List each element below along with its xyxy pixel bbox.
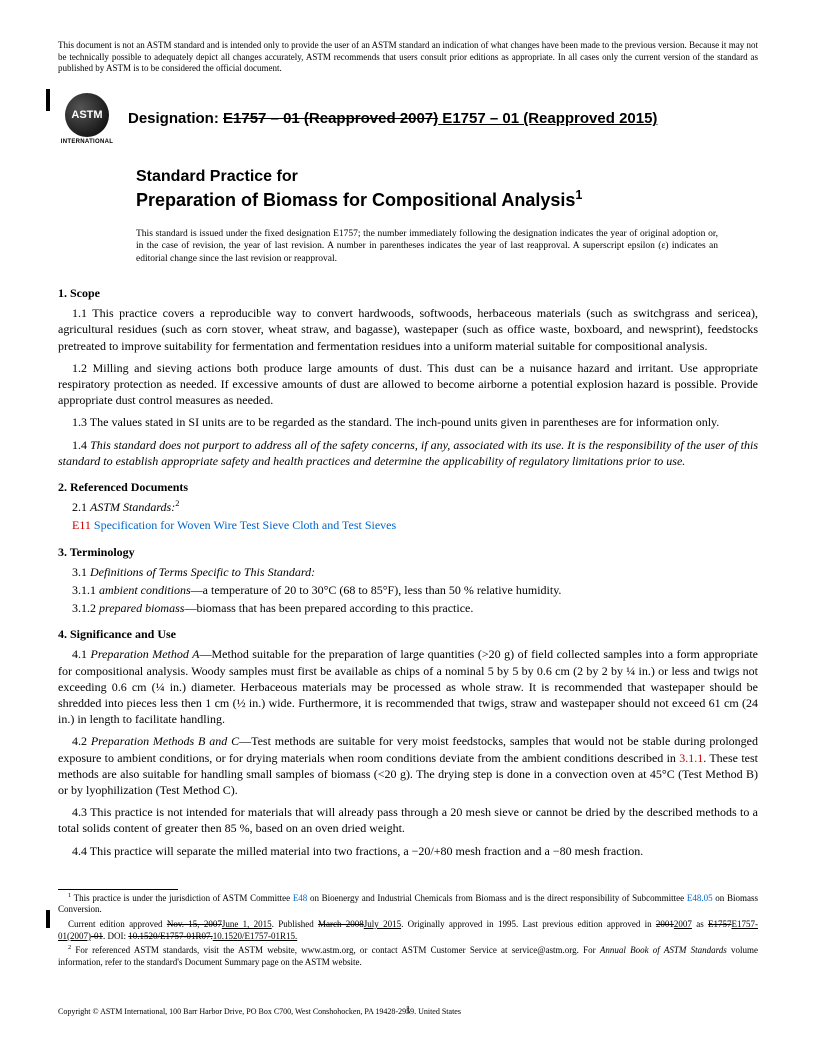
- para-4-4: 4.4 This practice will separate the mill…: [58, 843, 758, 859]
- designation-old: E1757 – 01 (Reapproved 2007): [223, 110, 438, 127]
- title-line2: Preparation of Biomass for Compositional…: [136, 188, 758, 212]
- section-3-head: 3. Terminology: [58, 544, 758, 560]
- designation-line: Designation: E1757 – 01 (Reapproved 2007…: [128, 109, 657, 129]
- para-1-3: 1.3 The values stated in SI units are to…: [58, 414, 758, 430]
- change-bar-1: [46, 89, 50, 111]
- title-superscript: 1: [575, 188, 582, 202]
- footnote-1b: Current edition approved Nov. 15, 2007Ju…: [58, 919, 758, 942]
- title-line1: Standard Practice for: [136, 166, 758, 188]
- section-1-head: 1. Scope: [58, 285, 758, 301]
- logo-subtext: INTERNATIONAL: [61, 138, 113, 146]
- logo-icon: ASTM: [65, 93, 109, 137]
- fn-link-e48[interactable]: E48: [293, 893, 308, 903]
- footnote-1: 1 This practice is under the jurisdictio…: [58, 893, 758, 916]
- para-3-1-1: 3.1.1 ambient conditions—a temperature o…: [58, 582, 758, 598]
- para-4-3: 4.3 This practice is not intended for ma…: [58, 804, 758, 836]
- page-number: 1: [0, 1003, 816, 1018]
- fn-link-e4805[interactable]: E48.05: [687, 893, 713, 903]
- ref-text[interactable]: Specification for Woven Wire Test Sieve …: [91, 518, 396, 532]
- header-row: ASTM INTERNATIONAL Designation: E1757 – …: [58, 93, 758, 146]
- section-4-head: 4. Significance and Use: [58, 626, 758, 642]
- para-2-1: 2.1 ASTM Standards:2: [58, 499, 758, 515]
- section-2-head: 2. Referenced Documents: [58, 479, 758, 495]
- top-disclaimer: This document is not an ASTM standard an…: [58, 40, 758, 75]
- para-3-1: 3.1 Definitions of Terms Specific to Thi…: [58, 564, 758, 580]
- ref-3-1-1[interactable]: 3.1.1: [679, 751, 703, 765]
- issued-note: This standard is issued under the fixed …: [136, 228, 718, 265]
- astm-logo: ASTM INTERNATIONAL: [58, 93, 116, 146]
- para-1-2: 1.2 Milling and sieving actions both pro…: [58, 360, 758, 409]
- ref-link-e11[interactable]: E11: [72, 518, 91, 532]
- footnote-rule: [58, 889, 178, 890]
- designation-label: Designation:: [128, 110, 223, 127]
- para-2-ref: E11 Specification for Woven Wire Test Si…: [58, 517, 758, 533]
- title-block: Standard Practice for Preparation of Bio…: [136, 166, 758, 212]
- para-3-1-2: 3.1.2 prepared biomass—biomass that has …: [58, 600, 758, 616]
- footnote-2: 2 For referenced ASTM standards, visit t…: [58, 945, 758, 968]
- para-4-2: 4.2 Preparation Methods B and C—Test met…: [58, 733, 758, 798]
- para-1-4: 1.4 This standard does not purport to ad…: [58, 437, 758, 469]
- para-4-1: 4.1 Preparation Method A—Method suitable…: [58, 646, 758, 727]
- change-bar-2: [46, 910, 50, 928]
- designation-new: E1757 – 01 (Reapproved 2015): [438, 110, 657, 127]
- para-1-1: 1.1 This practice covers a reproducible …: [58, 305, 758, 354]
